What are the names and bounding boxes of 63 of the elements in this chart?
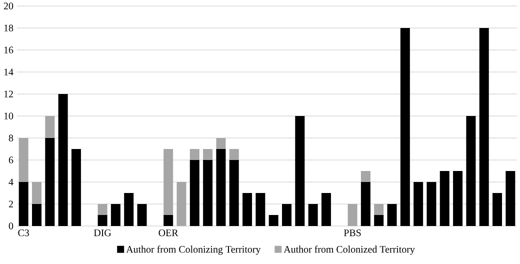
- bar: [426, 182, 436, 226]
- bar: [466, 116, 476, 226]
- bar: [203, 149, 213, 160]
- bar: [18, 182, 28, 226]
- bar: [45, 138, 55, 226]
- bar: [18, 138, 28, 182]
- bar: [414, 182, 424, 226]
- y-tick-label: 10: [4, 112, 14, 120]
- bar: [32, 182, 42, 204]
- bar: [229, 160, 239, 226]
- bar: [308, 204, 318, 226]
- bar: [58, 94, 68, 226]
- x-tick-label: C3: [18, 230, 30, 236]
- y-tick-label: 8: [8, 134, 14, 142]
- legend-label: Author from Colonized Territory: [284, 246, 415, 255]
- bar: [137, 204, 147, 226]
- y-tick-label: 20: [4, 2, 14, 10]
- bar: [492, 193, 502, 226]
- bar: [190, 149, 200, 160]
- bar: [387, 204, 397, 226]
- bar: [164, 215, 174, 226]
- bar: [45, 116, 55, 138]
- y-tick-label: 12: [4, 90, 13, 98]
- y-tick-label: 14: [4, 68, 14, 76]
- bar: [360, 171, 370, 182]
- bar: [32, 204, 42, 226]
- x-tick-label: PBS: [344, 230, 361, 236]
- bar: [453, 171, 463, 226]
- bar: [124, 193, 134, 226]
- bar: [229, 149, 239, 160]
- bar: [71, 149, 81, 226]
- bar: [110, 204, 120, 226]
- bar: [190, 160, 200, 226]
- y-tick-label: 6: [8, 156, 14, 164]
- y-tick-label: 0: [8, 222, 14, 230]
- y-tick-label: 18: [4, 24, 14, 32]
- bar: [282, 204, 292, 226]
- bar: [374, 204, 384, 215]
- bar: [506, 171, 516, 226]
- bar: [176, 182, 186, 226]
- bar: [98, 204, 108, 215]
- bar: [98, 215, 108, 226]
- y-tick-label: 2: [8, 200, 13, 208]
- bar: [348, 204, 358, 226]
- bar: [216, 149, 226, 226]
- bar: [360, 182, 370, 226]
- bar: [295, 116, 305, 226]
- bar: [256, 193, 266, 226]
- bar: [479, 28, 489, 226]
- bar: [216, 138, 226, 149]
- bar: [268, 215, 278, 226]
- legend-label: Author from Colonizing Territory: [126, 246, 261, 255]
- x-tick-label: DIG: [94, 230, 112, 236]
- bar: [242, 193, 252, 226]
- y-tick-label: 4: [8, 178, 14, 186]
- bar: [400, 28, 410, 226]
- bar: [321, 193, 331, 226]
- x-tick-label: OER: [158, 230, 178, 236]
- bar: [440, 171, 450, 226]
- bar: [374, 215, 384, 226]
- y-tick-label: 16: [4, 46, 14, 54]
- bar: [164, 149, 174, 215]
- bar: [203, 160, 213, 226]
